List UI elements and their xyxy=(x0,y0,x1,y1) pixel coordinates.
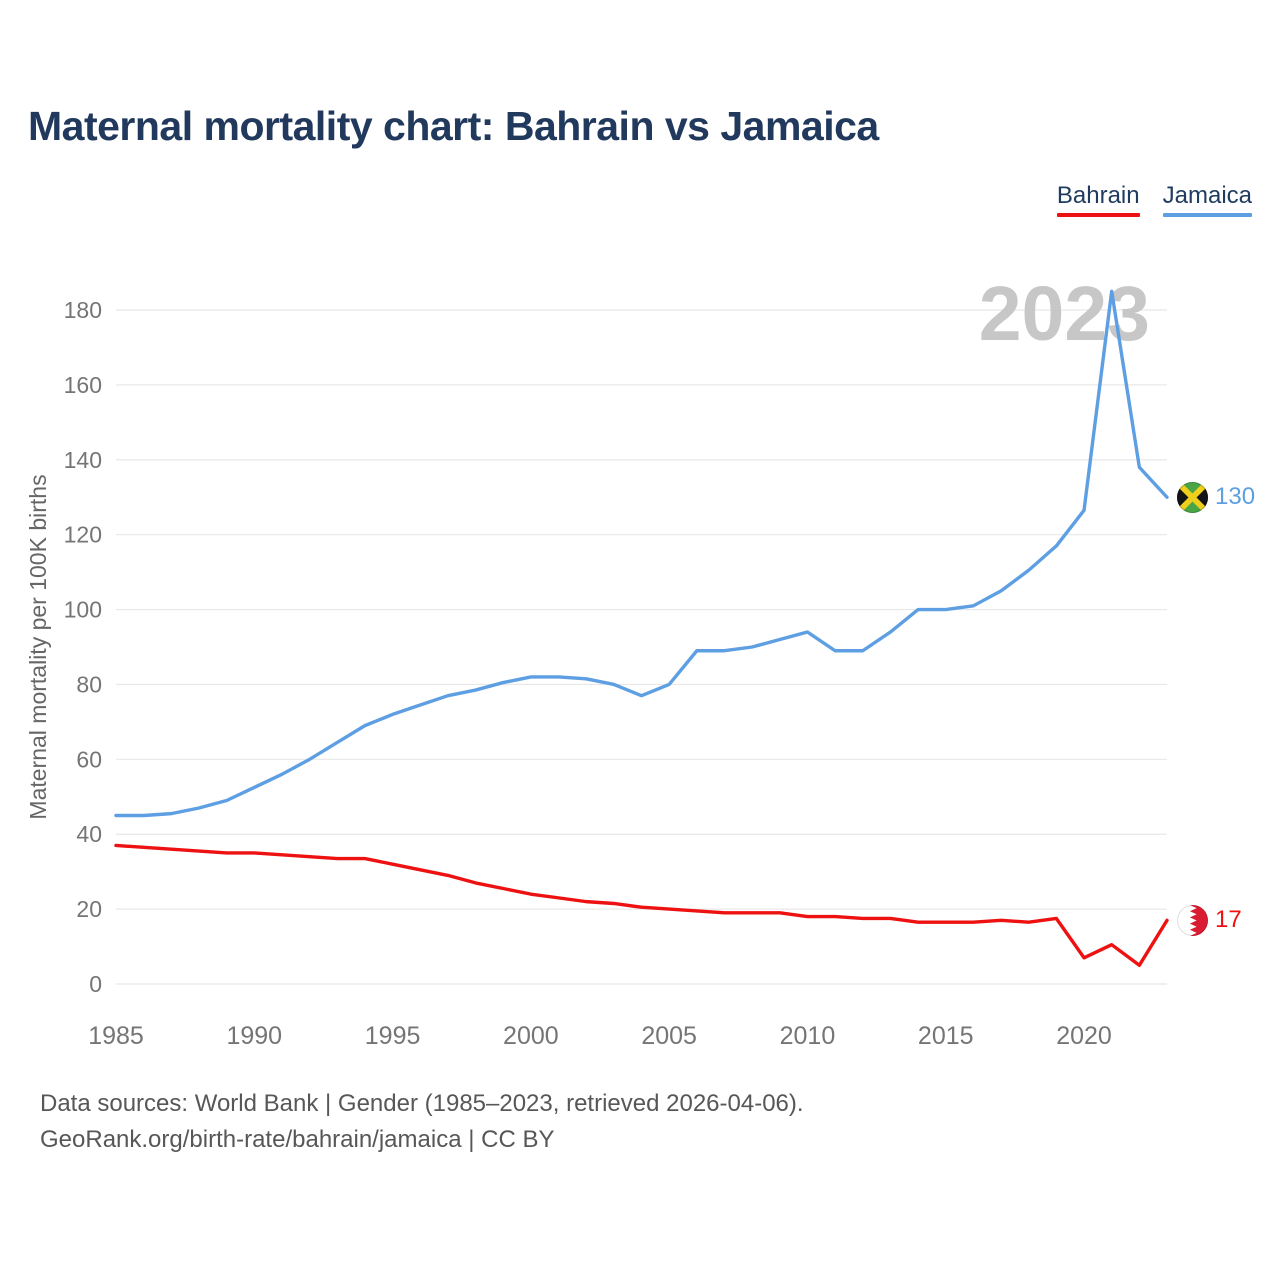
footer-attribution-line: GeoRank.org/birth-rate/bahrain/jamaica |… xyxy=(40,1126,555,1153)
x-tick-label: 2010 xyxy=(780,1022,836,1050)
x-tick-label: 2020 xyxy=(1056,1022,1112,1050)
series-line-jamaica xyxy=(114,289,1169,818)
x-tick-label: 2015 xyxy=(918,1022,974,1050)
y-tick-label: 120 xyxy=(64,522,102,548)
y-axis-title: Maternal mortality per 100K births xyxy=(25,474,51,819)
y-tick-label: 60 xyxy=(76,746,102,772)
x-tick-label: 1990 xyxy=(226,1022,282,1050)
series-line-bahrain xyxy=(114,843,1169,967)
end-value-jamaica: 130 xyxy=(1215,483,1256,511)
end-value-bahrain: 17 xyxy=(1215,906,1242,934)
legend: Bahrain Jamaica xyxy=(1056,182,1252,218)
x-tick-label: 1995 xyxy=(365,1022,421,1050)
x-tick-label: 1985 xyxy=(88,1022,144,1050)
y-tick-label: 40 xyxy=(76,821,102,847)
bahrain-flag-icon xyxy=(1177,904,1208,936)
legend-label-bahrain[interactable]: Bahrain xyxy=(1056,182,1140,209)
end-label-jamaica: 130 xyxy=(1177,481,1256,513)
x-tick-label: 2005 xyxy=(641,1022,697,1050)
footer-sources-line: Data sources: World Bank | Gender (1985–… xyxy=(40,1090,804,1117)
jamaica-flag-icon xyxy=(1177,481,1208,513)
y-tick-label: 80 xyxy=(76,671,102,697)
footer: Data sources: World Bank | Gender (1985–… xyxy=(40,1086,804,1158)
y-tick-label: 160 xyxy=(64,372,102,398)
y-tick-label: 20 xyxy=(76,896,102,922)
legend-item-bahrain[interactable]: Bahrain xyxy=(1056,182,1140,218)
legend-label-jamaica[interactable]: Jamaica xyxy=(1162,182,1252,209)
legend-item-jamaica[interactable]: Jamaica xyxy=(1162,182,1252,218)
watermark-year: 2023 xyxy=(979,271,1150,357)
y-tick-label: 140 xyxy=(64,447,102,473)
end-label-bahrain: 17 xyxy=(1177,904,1242,936)
legend-underline-jamaica xyxy=(1162,213,1252,218)
x-tick-label: 2000 xyxy=(503,1022,559,1050)
page-title: Maternal mortality chart: Bahrain vs Jam… xyxy=(28,103,879,149)
y-tick-label: 100 xyxy=(64,597,102,623)
legend-underline-bahrain xyxy=(1056,213,1140,218)
y-tick-label: 180 xyxy=(64,297,102,323)
y-tick-label: 0 xyxy=(89,971,102,997)
